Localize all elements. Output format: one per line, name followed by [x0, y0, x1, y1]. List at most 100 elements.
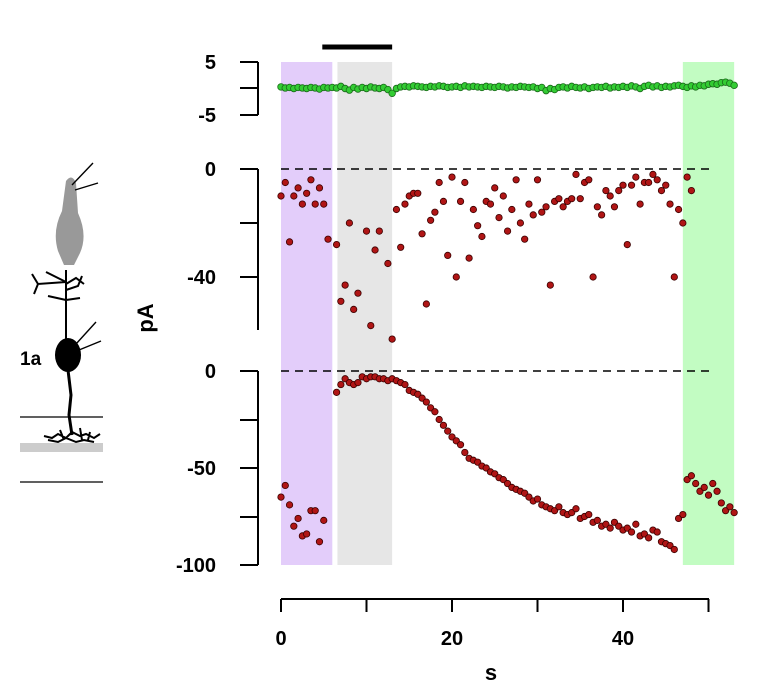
bottom-data-point	[354, 379, 362, 387]
top-y-tick-label: 5	[205, 52, 216, 74]
middle-data-point	[602, 187, 610, 195]
middle-data-point	[452, 273, 460, 281]
middle-data-point	[332, 241, 341, 249]
middle-data-point	[683, 173, 691, 181]
middle-data-point	[495, 214, 503, 222]
middle-data-point	[362, 227, 371, 235]
middle-data-point	[281, 178, 289, 187]
middle-data-point	[315, 184, 324, 192]
middle-data-point	[486, 200, 495, 208]
middle-data-point	[350, 305, 358, 313]
bottom-data-point	[632, 520, 640, 528]
band-gray	[337, 62, 393, 565]
bottom-data-point	[290, 522, 298, 530]
middle-data-point	[516, 219, 525, 227]
axon-terminals	[43, 427, 101, 444]
middle-data-point	[311, 200, 319, 208]
neuron-illustration: 1a	[20, 162, 103, 483]
black-cell-electrode-b	[78, 340, 102, 351]
middle-data-point	[427, 216, 435, 224]
middle-data-point	[439, 197, 448, 205]
middle-data-point	[307, 176, 315, 184]
middle-y-tick-label: 0	[205, 159, 216, 181]
middle-data-point	[478, 232, 486, 241]
middle-data-point	[542, 203, 550, 211]
x-axis: 0 20 40	[275, 598, 710, 650]
middle-data-point	[533, 176, 542, 184]
bottom-data-point	[401, 380, 409, 389]
middle-data-point	[623, 241, 631, 249]
bottom-y-tick-label: 0	[205, 361, 216, 383]
middle-data-point	[448, 173, 456, 181]
middle-data-point	[615, 187, 623, 195]
bottom-data-point	[311, 507, 319, 515]
middle-data-point	[298, 200, 306, 208]
middle-data-point	[388, 335, 396, 343]
bottom-data-point	[315, 538, 324, 546]
bottom-data-point	[332, 388, 341, 396]
bottom-data-point	[653, 528, 661, 536]
middle-data-point	[645, 178, 653, 187]
bottom-y-tick-label: -100	[176, 555, 216, 577]
band-purple	[281, 62, 333, 565]
middle-data-point	[610, 203, 619, 211]
middle-data-point	[354, 289, 362, 297]
bottom-data-point	[572, 505, 580, 513]
bottom-data-point	[285, 501, 294, 509]
middle-data-point	[324, 235, 332, 243]
middle-data-point	[491, 184, 499, 192]
middle-data-point	[632, 173, 640, 181]
top-data-point	[388, 89, 396, 97]
middle-data-point	[687, 187, 696, 195]
middle-data-point	[649, 170, 657, 178]
black-cell-soma	[55, 338, 81, 372]
middle-data-point	[529, 211, 537, 219]
middle-data-point	[593, 203, 601, 211]
middle-data-point	[371, 246, 379, 254]
bottom-data-point	[435, 415, 443, 424]
middle-data-point	[499, 192, 507, 200]
middle-data-point	[598, 211, 606, 219]
bottom-data-point	[704, 491, 713, 499]
axes: 5-50-400-50-100	[176, 52, 714, 577]
bottom-data-point	[444, 427, 452, 435]
black-cell-dendrites	[31, 270, 85, 340]
middle-data-point	[670, 273, 678, 281]
middle-data-point	[636, 200, 644, 208]
gray-cell-electrode-b	[74, 182, 99, 191]
top-y-tick-label: -5	[198, 105, 216, 127]
bottom-data-point	[713, 487, 721, 495]
middle-data-point	[568, 195, 576, 203]
x-axis-title: s	[485, 660, 497, 685]
layer-band	[20, 443, 103, 452]
middle-data-point	[345, 219, 353, 227]
bottom-data-point	[700, 483, 708, 491]
bottom-data-point	[726, 503, 734, 511]
bottom-data-point	[533, 495, 542, 503]
bottom-data-point	[593, 516, 601, 524]
x-tick-label: 0	[275, 628, 286, 650]
middle-y-tick-label: -40	[187, 267, 216, 289]
middle-data-point	[469, 205, 477, 214]
middle-data-point	[619, 181, 627, 189]
middle-data-point	[414, 189, 422, 197]
bottom-data-point	[645, 534, 653, 542]
bottom-y-tick-label: -50	[187, 458, 216, 480]
middle-data-point	[572, 170, 580, 178]
bottom-data-point	[439, 421, 448, 429]
bottom-data-point	[294, 514, 302, 523]
bottom-data-point	[670, 545, 678, 554]
cell-label: 1a	[20, 349, 42, 370]
middle-data-point	[679, 219, 687, 227]
middle-data-point	[512, 176, 520, 184]
bottom-data-point	[627, 528, 636, 536]
middle-data-point	[585, 176, 593, 184]
middle-data-point	[525, 200, 533, 208]
gray-cell-body	[55, 177, 84, 265]
middle-data-point	[508, 205, 516, 214]
middle-data-point	[285, 238, 294, 246]
middle-data-point	[456, 197, 465, 205]
bottom-data-point	[320, 516, 328, 524]
middle-data-point	[422, 300, 430, 308]
band-green	[682, 62, 735, 565]
